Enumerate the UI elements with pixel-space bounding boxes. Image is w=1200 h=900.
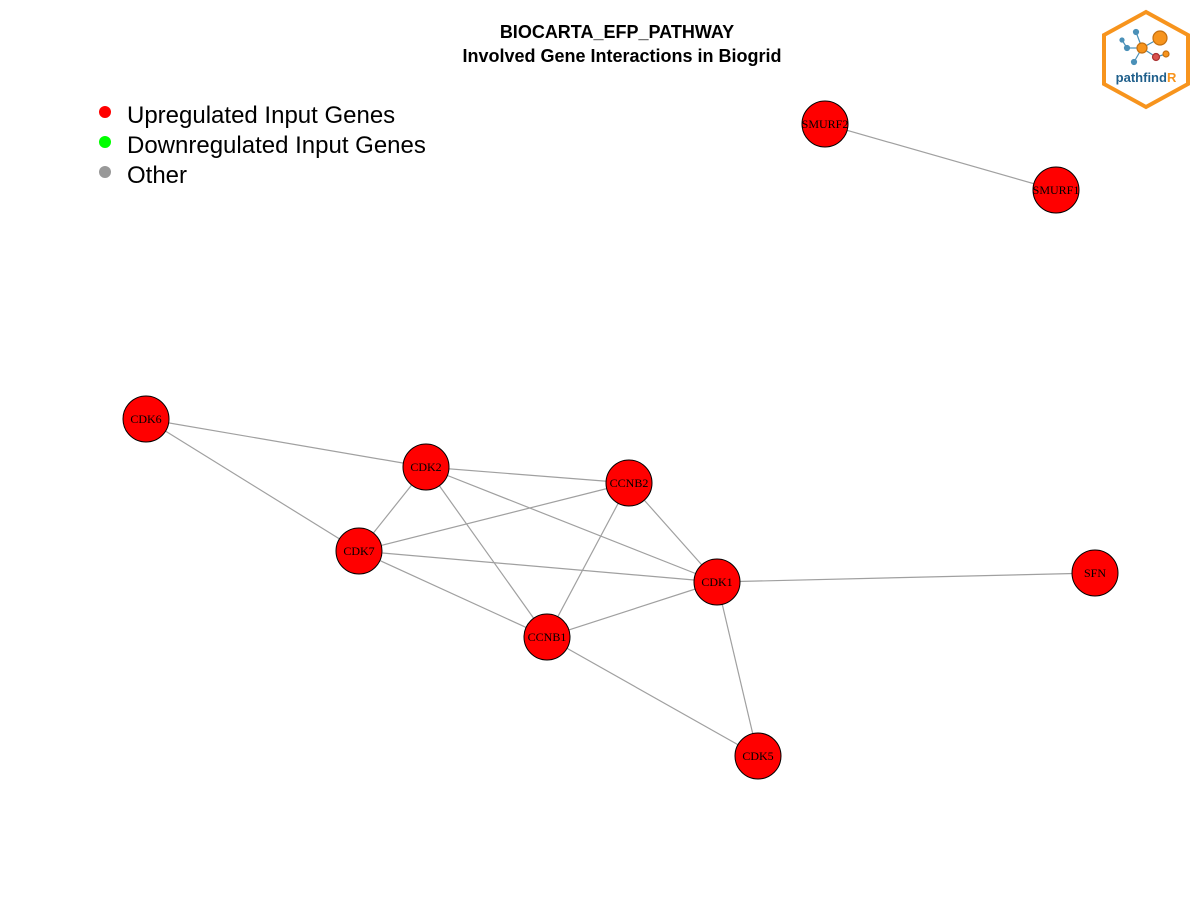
legend: Upregulated Input Genes Downregulated In… <box>99 102 426 189</box>
legend-label-downregulated: Downregulated Input Genes <box>127 132 426 159</box>
edge-cdk6-cdk7 <box>145 418 360 552</box>
node-smurf1[interactable]: SMURF1 <box>1032 166 1080 214</box>
node-cdk2[interactable]: CDK2 <box>402 443 450 491</box>
node-ccnb1[interactable]: CCNB1 <box>523 613 571 661</box>
edge-cdk2-ccnb2 <box>425 466 630 484</box>
node-label-cdk2: CDK2 <box>410 460 441 474</box>
node-label-cdk6: CDK6 <box>130 412 161 426</box>
edge-ccnb2-cdk7 <box>358 482 630 552</box>
edge-cdk7-cdk1 <box>358 550 718 583</box>
node-circle-ccnb2[interactable] <box>605 459 653 507</box>
title-line-1: BIOCARTA_EFP_PATHWAY <box>500 22 734 42</box>
title-line-2: Involved Gene Interactions in Biogrid <box>462 46 781 66</box>
edge-cdk1-sfn <box>716 572 1096 583</box>
edge-smurf2-smurf1 <box>824 123 1057 191</box>
legend-item-upregulated: Upregulated Input Genes <box>99 102 395 129</box>
node-cdk5[interactable]: CDK5 <box>734 732 782 780</box>
node-ccnb2[interactable]: CCNB2 <box>605 459 653 507</box>
node-cdk7[interactable]: CDK7 <box>335 527 383 575</box>
node-label-ccnb1: CCNB1 <box>528 630 567 644</box>
edge-ccnb2-ccnb1 <box>546 482 630 638</box>
legend-swatch-other <box>99 166 111 178</box>
node-circle-cdk5[interactable] <box>734 732 782 780</box>
node-label-cdk7: CDK7 <box>343 544 374 558</box>
edge-ccnb1-cdk5 <box>546 636 759 757</box>
node-sfn[interactable]: SFN <box>1071 549 1119 597</box>
node-label-sfn: SFN <box>1084 566 1106 580</box>
logo-text-accent: R <box>1167 70 1177 85</box>
node-label-ccnb2: CCNB2 <box>610 476 649 490</box>
node-circle-smurf1[interactable] <box>1032 166 1080 214</box>
node-label-smurf2: SMURF2 <box>802 117 849 131</box>
logo-hexagon-frame <box>1102 9 1190 110</box>
node-circle-smurf2[interactable] <box>801 100 849 148</box>
edge-cdk2-ccnb1 <box>425 466 548 638</box>
legend-item-downregulated: Downregulated Input Genes <box>99 132 426 159</box>
edge-cdk6-cdk2 <box>145 418 427 468</box>
legend-label-other: Other <box>127 162 187 189</box>
node-smurf2[interactable]: SMURF2 <box>801 100 849 148</box>
node-circle-cdk1[interactable] <box>693 558 741 606</box>
node-circle-sfn[interactable] <box>1071 549 1119 597</box>
node-cdk1[interactable]: CDK1 <box>693 558 741 606</box>
legend-swatch-upregulated <box>99 106 111 118</box>
node-circle-ccnb1[interactable] <box>523 613 571 661</box>
edge-cdk1-ccnb1 <box>546 581 718 638</box>
legend-label-upregulated: Upregulated Input Genes <box>127 102 395 129</box>
node-label-cdk1: CDK1 <box>701 575 732 589</box>
pathfindr-logo: pathfindR <box>1102 9 1190 110</box>
edge-cdk7-ccnb1 <box>358 550 548 638</box>
legend-item-other: Other <box>99 162 187 189</box>
logo-wordmark: pathfindR <box>1116 70 1177 85</box>
node-circle-cdk7[interactable] <box>335 527 383 575</box>
node-label-cdk5: CDK5 <box>742 749 773 763</box>
node-circle-cdk6[interactable] <box>122 395 170 443</box>
edge-layer <box>145 123 1096 757</box>
logo-text-main: pathfind <box>1116 70 1167 85</box>
edge-cdk1-cdk5 <box>716 581 759 757</box>
node-cdk6[interactable]: CDK6 <box>122 395 170 443</box>
node-layer: SMURF2 SMURF1 CDK6 CDK2 CCNB2 CDK7 CDK1 SFN CCNB… <box>122 100 1119 780</box>
edge-cdk2-cdk1 <box>425 466 718 583</box>
node-circle-cdk2[interactable] <box>402 443 450 491</box>
node-label-smurf1: SMURF1 <box>1033 183 1080 197</box>
logo-network-icon <box>1119 28 1170 66</box>
legend-swatch-downregulated <box>99 136 111 148</box>
